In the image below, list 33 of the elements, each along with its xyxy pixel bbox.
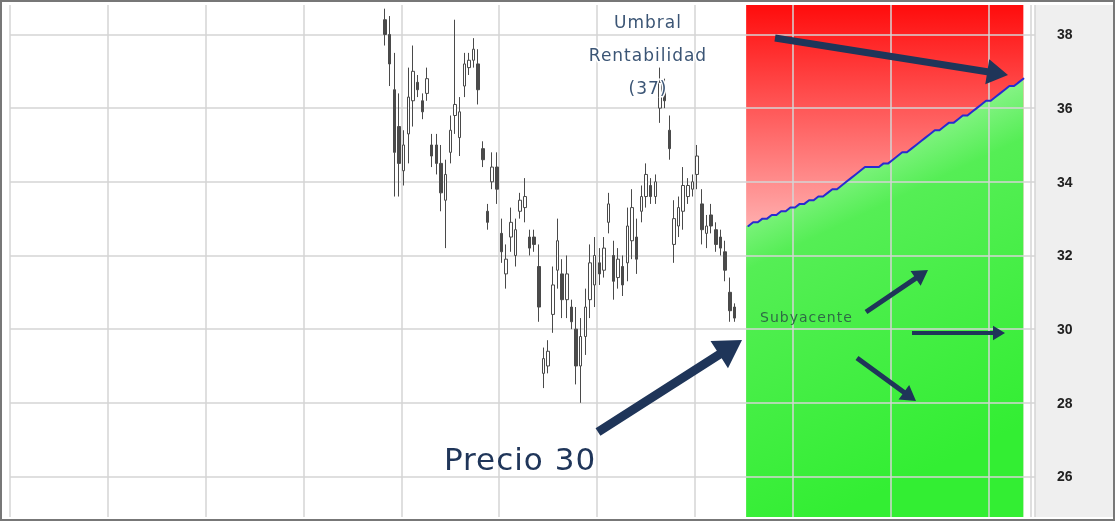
- candlestick: [570, 299, 573, 330]
- y-tick-label: 28: [1057, 394, 1073, 411]
- candlestick: [425, 67, 429, 102]
- candlestick: [723, 240, 727, 282]
- candlestick: [504, 243, 508, 290]
- candlestick: [654, 173, 657, 205]
- candlestick: [695, 144, 699, 190]
- candlestick: [556, 218, 559, 290]
- candlestick: [607, 192, 610, 234]
- annotation: Precio 30: [443, 441, 597, 477]
- candlestick: [728, 277, 732, 323]
- candlestick: [700, 188, 704, 245]
- candlestick: [500, 218, 503, 264]
- candlestick: [449, 115, 452, 164]
- y-tick-label: 34: [1057, 173, 1073, 190]
- candlestick: [481, 140, 485, 168]
- y-tick-label: 36: [1057, 100, 1073, 117]
- candlestick: [672, 199, 676, 264]
- candlestick: [421, 92, 424, 120]
- candlestick: [532, 229, 536, 253]
- y-tick-label: 32: [1057, 247, 1073, 264]
- candlestick: [476, 48, 480, 105]
- candlestick: [551, 266, 555, 334]
- candlestick: [668, 115, 671, 161]
- line-series: [747, 77, 1025, 228]
- y-tick-label: 26: [1057, 468, 1073, 485]
- candlestick: [584, 288, 587, 356]
- candlestick: [430, 133, 433, 168]
- y-tick-label: 30: [1057, 321, 1073, 338]
- y-tick-label: 38: [1057, 26, 1073, 43]
- candlestick: [537, 243, 541, 323]
- candlestick: [714, 221, 718, 253]
- candlestick: [486, 203, 489, 231]
